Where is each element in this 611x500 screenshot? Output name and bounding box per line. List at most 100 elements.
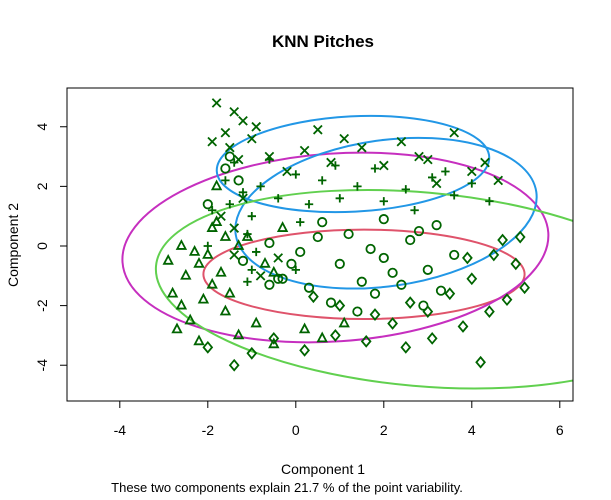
cluster-5-point <box>510 257 522 271</box>
cluster-4-point <box>466 166 477 177</box>
cluster-4-point <box>238 115 248 126</box>
dense-cluster-point <box>219 230 232 241</box>
cluster-5-point <box>475 355 486 369</box>
cluster-3-point <box>441 167 450 176</box>
cluster-1-point <box>334 258 345 269</box>
dense-cluster-point <box>216 211 226 222</box>
dense-cluster-point <box>237 255 249 266</box>
cluster-1-point <box>387 267 398 278</box>
cluster-4-point <box>422 154 433 165</box>
y-axis-label: Component 2 <box>5 203 21 287</box>
cluster-2-point <box>180 268 192 280</box>
cluster-1-point <box>303 282 315 293</box>
dense-cluster-point <box>220 163 231 174</box>
cluster-1-point <box>369 288 381 299</box>
cluster-2-point <box>166 286 179 298</box>
cluster-5-point <box>488 248 500 262</box>
cluster-3-point <box>467 179 476 188</box>
cluster-3-point <box>318 176 327 185</box>
cluster-4-point <box>224 142 235 153</box>
cluster-3-point <box>256 182 265 191</box>
cluster-5-point <box>444 287 456 301</box>
cluster-4-point <box>264 151 275 162</box>
cluster-5-point <box>457 320 469 333</box>
dense-cluster-point <box>233 175 244 186</box>
cluster-5-point <box>334 299 346 313</box>
cluster-4-point <box>211 98 222 108</box>
cluster-2-point <box>268 337 280 349</box>
cluster-4-point <box>339 133 350 144</box>
cluster-1-point <box>422 264 433 275</box>
cluster-2-point <box>224 286 236 298</box>
cluster-2-point <box>219 304 232 316</box>
cluster-4-point <box>233 154 244 165</box>
cluster-5-point <box>400 340 412 354</box>
cluster-5-point <box>426 332 438 345</box>
cluster-3-point <box>274 194 283 203</box>
cluster-3-point <box>203 241 212 251</box>
x-tick-label: -2 <box>202 422 215 438</box>
cluster-1-point <box>264 237 275 249</box>
cluster-5-point <box>246 346 258 360</box>
cluster-2-ellipse <box>121 151 550 344</box>
cluster-2-point <box>338 316 350 328</box>
cluster-1-point <box>295 246 306 258</box>
chart-subtitle: These two components explain 21.7 % of t… <box>111 480 463 495</box>
cluster-5-point <box>501 293 513 307</box>
dense-cluster-point <box>206 221 218 232</box>
cluster-1-point <box>343 228 354 240</box>
y-tick-label: 2 <box>34 182 50 190</box>
cluster-1-point <box>378 214 389 225</box>
cluster-3-ellipse <box>234 136 538 290</box>
x-axis-label: Component 1 <box>281 461 365 477</box>
cluster-5-point <box>308 290 319 304</box>
cluster-1-ellipse <box>202 228 526 321</box>
cluster-3-point <box>335 194 344 203</box>
cluster-5-point <box>369 308 381 321</box>
dense-cluster-point <box>255 270 266 281</box>
cluster-5-point <box>268 332 280 345</box>
cluster-3-point <box>401 185 410 194</box>
cluster-5-ellipse <box>154 188 573 390</box>
dense-cluster-point <box>238 193 248 204</box>
cluster-4-point <box>431 178 442 189</box>
cluster-2-point <box>316 331 328 343</box>
cluster-4-point <box>229 107 240 117</box>
dense-cluster-point <box>232 239 245 250</box>
dense-cluster-point <box>210 179 223 191</box>
y-axis: -4 -2 0 2 4 <box>34 123 67 372</box>
cluster-1-point <box>312 231 323 243</box>
cluster-3-point <box>296 217 305 227</box>
y-tick-label: 0 <box>34 242 50 250</box>
cluster-1-point <box>286 258 297 269</box>
cluster-2-point <box>232 328 245 340</box>
cluster-4-point <box>449 127 460 138</box>
dense-cluster-point <box>264 279 275 290</box>
cluster-3-point <box>331 161 340 170</box>
x-tick-label: 4 <box>468 422 476 438</box>
y-tick-label: -4 <box>34 359 50 372</box>
cluster-1-point <box>365 243 376 255</box>
cluster-5-point <box>519 281 530 295</box>
cluster-3-point <box>304 200 314 209</box>
cluster-2-point <box>175 239 188 250</box>
cluster-2-point <box>298 322 311 334</box>
dense-cluster-point <box>243 277 252 286</box>
cluster-2-point <box>184 313 196 325</box>
cluster-2-point <box>193 256 205 268</box>
cluster-3-point <box>450 191 459 200</box>
cluster-3-point <box>428 173 437 182</box>
cluster-2-point <box>162 253 174 265</box>
cluster-4-point <box>414 151 424 162</box>
x-tick-label: 0 <box>292 422 300 438</box>
cluster-2-point <box>193 334 205 346</box>
dense-cluster-point <box>268 265 280 277</box>
cluster-4-point <box>396 136 407 147</box>
cluster-2-point <box>276 221 289 232</box>
cluster-5-point <box>514 230 526 244</box>
y-tick-label: -2 <box>34 299 50 312</box>
cluster-5-point <box>484 305 495 318</box>
dense-cluster-point <box>252 247 261 257</box>
dense-cluster-point <box>291 265 300 275</box>
cluster-1-point <box>405 234 416 246</box>
